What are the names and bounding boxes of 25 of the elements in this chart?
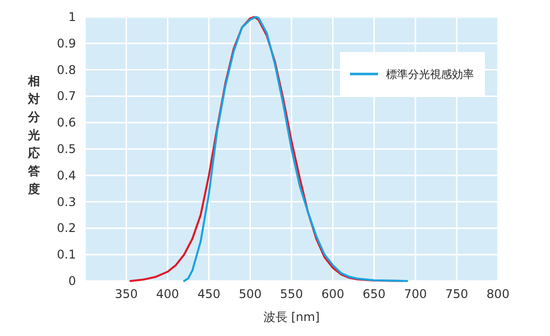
y-tick-label: 1 [68,10,76,24]
x-axis-title: 波長 [nm] [263,310,320,324]
x-tick-label: 650 [362,287,386,301]
y-axis-title: 相対分光応答度 [27,74,41,196]
y-tick-label: 0.2 [56,221,76,236]
y-tick-label: 0.9 [56,36,76,50]
y-tick-label: 0.3 [56,194,76,209]
y-tick-label: 0.5 [56,142,76,156]
y-tick-label: 0.1 [56,248,76,262]
y-tick-label: 0.7 [56,89,76,104]
x-tick-label: 600 [321,287,344,301]
x-tick-label: 700 [404,287,427,301]
y-tick-label: 0.6 [56,116,76,130]
x-tick-label: 750 [445,287,468,301]
x-tick-label: 400 [156,287,180,301]
x-tick-label: 500 [238,287,262,301]
y-tick-label: 0.4 [56,168,76,182]
x-tick-label: 800 [486,287,510,301]
y-tick-label: 0 [68,274,76,288]
x-tick-label: 350 [114,287,138,301]
x-tick-label: 550 [280,287,303,301]
legend-label: 標準分光視感効率 [386,68,474,81]
x-tick-label: 450 [197,287,220,301]
line-series [183,16,408,282]
y-tick-label: 0.8 [56,62,76,77]
